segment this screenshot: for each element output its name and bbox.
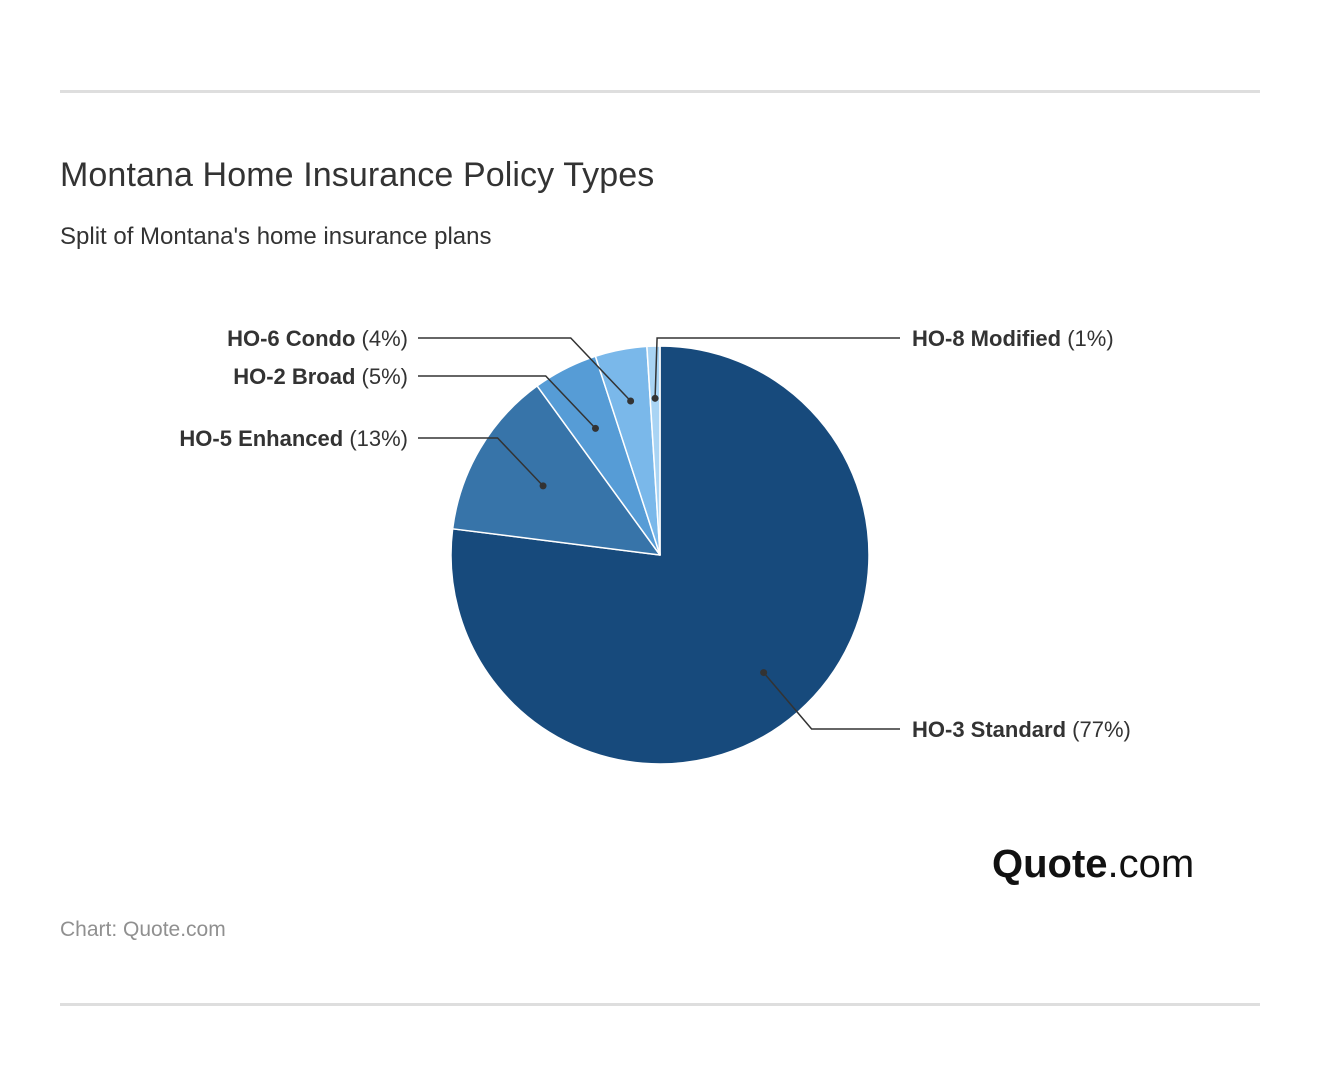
slice-label: HO-5 Enhanced (13%) (179, 426, 408, 451)
slice-label-name: HO-5 Enhanced (179, 426, 343, 451)
slice-label-value: (5%) (355, 364, 408, 389)
leader-line (763, 672, 900, 730)
leader-line (418, 437, 544, 487)
bottom-divider (60, 1003, 1260, 1006)
slice-label-name: HO-3 Standard (912, 717, 1066, 742)
chart-title: Montana Home Insurance Policy Types (60, 156, 655, 194)
chart-source: Chart: Quote.com (60, 918, 226, 941)
slice-label: HO-3 Standard (77%) (912, 717, 1131, 742)
slice-label-value: (1%) (1061, 326, 1114, 351)
slice-label-value: (13%) (343, 426, 408, 451)
slice-label: HO-6 Condo (4%) (227, 326, 408, 351)
slice-label-value: (77%) (1066, 717, 1131, 742)
top-divider (60, 90, 1260, 93)
slice-label-name: HO-6 Condo (227, 326, 355, 351)
slice-labels: HO-3 Standard (77%)HO-5 Enhanced (13%)HO… (179, 326, 1130, 742)
chart-subtitle: Split of Montana's home insurance plans (60, 223, 492, 250)
logo-suffix: .com (1107, 842, 1195, 886)
slice-label-name: HO-8 Modified (912, 326, 1061, 351)
slice-label-value: (4%) (355, 326, 408, 351)
leader-line (418, 337, 632, 402)
quote-logo: Quote.com (992, 842, 1194, 887)
pie-slice-ho-3-standard (450, 345, 870, 765)
slice-label: HO-2 Broad (5%) (233, 364, 408, 389)
leader-lines (418, 337, 900, 730)
slice-label-name: HO-2 Broad (233, 364, 355, 389)
pie-slice-ho-5-enhanced (451, 385, 661, 556)
leader-line (654, 337, 900, 399)
slice-label: HO-8 Modified (1%) (912, 326, 1114, 351)
pie-slices (450, 345, 870, 765)
logo-brand: Quote (992, 842, 1108, 886)
leader-line (418, 375, 597, 429)
